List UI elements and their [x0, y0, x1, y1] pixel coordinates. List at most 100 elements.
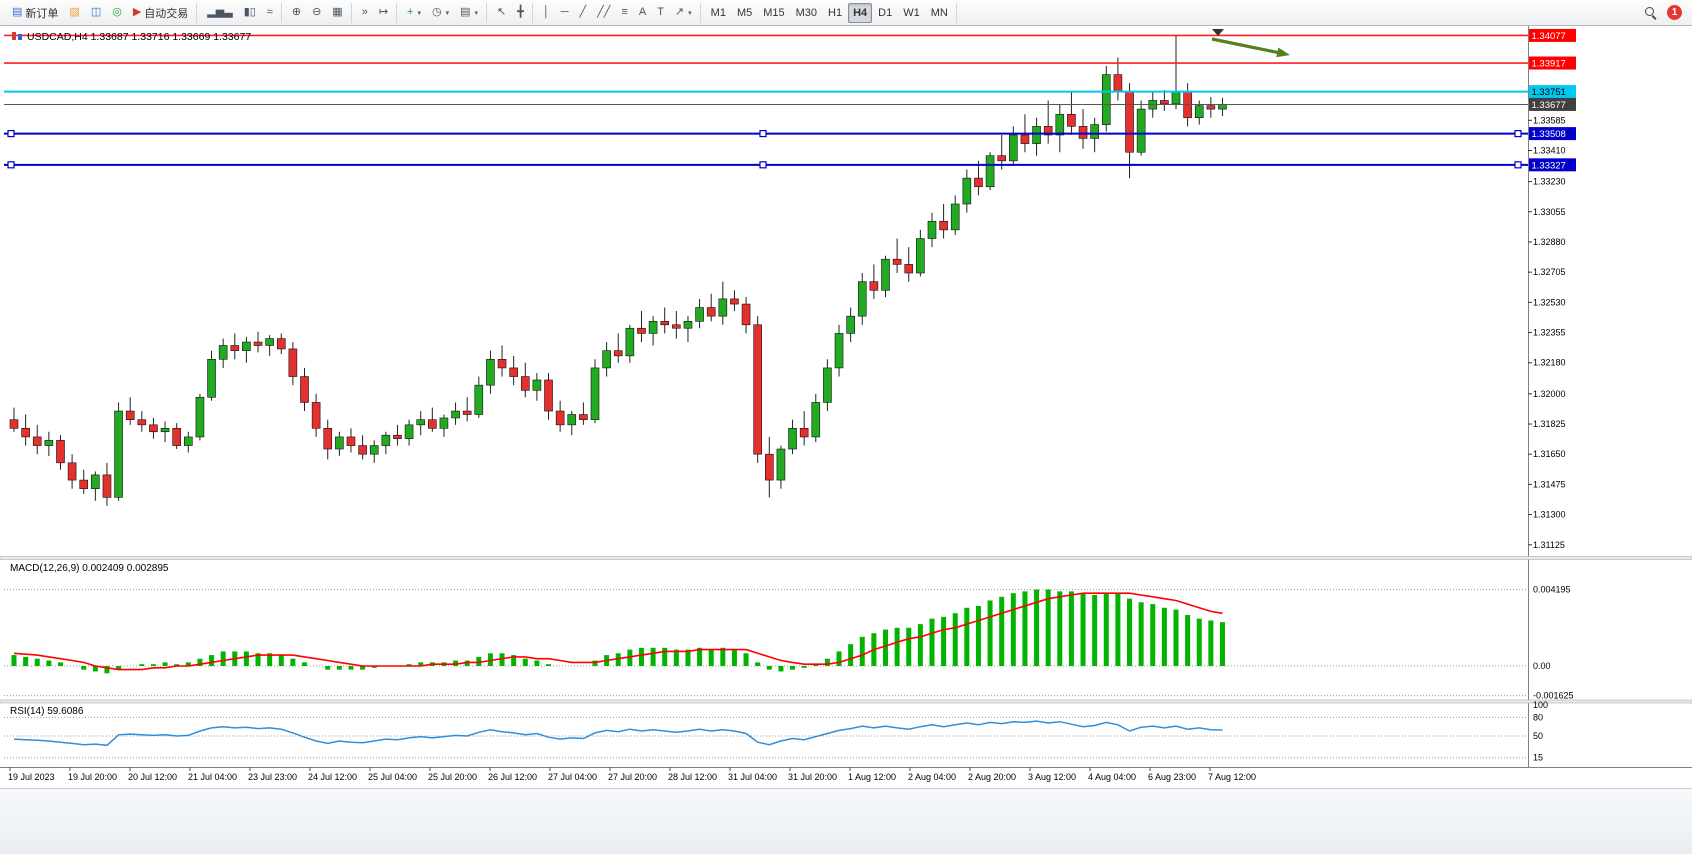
toolbar-metaeditor-button[interactable]: ▨ [64, 3, 84, 23]
time-axis-label: 31 Jul 20:00 [788, 772, 837, 782]
candle-down [393, 434, 402, 439]
macd-axis-label: 0.00 [1533, 661, 1551, 671]
hline-handle[interactable] [1514, 161, 1522, 169]
toolbar-arrows-button[interactable]: ↗ ▾ [670, 3, 697, 23]
candlestick-chart-icon: ▮▯ [243, 6, 256, 18]
toolbar-bar-chart-button[interactable]: ▂▅▃ [202, 3, 237, 23]
toolbar-auto-trading-button[interactable]: ▶ 自动交易 [128, 3, 193, 23]
toolbar-chart-shift-button[interactable]: ↦ [374, 3, 393, 23]
toolbar-add-indicator-button[interactable]: + ▾ [402, 3, 426, 23]
timeframe-h4-button[interactable]: H4 [848, 2, 873, 23]
candle-up [335, 436, 344, 450]
hline-handle[interactable] [7, 130, 15, 138]
text-icon: A [638, 6, 647, 18]
timeframe-m1-button[interactable]: M1 [706, 3, 731, 23]
macd-histogram-bar [917, 624, 923, 666]
trend-arrow-head[interactable] [1276, 47, 1290, 58]
toolbar-tile-windows-button[interactable]: ▦ [327, 3, 347, 23]
toolbar-zoom-in-button[interactable]: ⊕ [287, 3, 306, 23]
candle-up [184, 436, 193, 446]
macd-histogram-bar [720, 647, 726, 666]
candle-down [1078, 126, 1088, 139]
candle-down [672, 324, 681, 329]
chevron-down-icon: ▾ [445, 9, 450, 17]
timeframe-h1-button[interactable]: H1 [823, 3, 847, 23]
candle-down [276, 338, 286, 350]
notification-badge[interactable]: 1 [1667, 5, 1682, 20]
price-axis-label: 1.32000 [1533, 389, 1566, 399]
macd-histogram-bar [406, 664, 412, 666]
toolbar-line-chart-button[interactable]: ≈ [262, 3, 278, 23]
search-icon[interactable] [1645, 6, 1657, 19]
toolbar-fibonacci-button[interactable]: ≡ [616, 3, 632, 23]
timeframe-d1-button[interactable]: D1 [873, 3, 897, 23]
candle-up [834, 333, 844, 369]
toolbar-new-order-button[interactable]: ▤ 新订单 [7, 3, 63, 23]
hline-handle[interactable] [759, 161, 767, 169]
macd-histogram-bar [790, 666, 796, 670]
macd-histogram-bar [1034, 589, 1040, 666]
hline-handle[interactable] [7, 161, 15, 169]
price-axis-label: 1.33230 [1533, 177, 1566, 187]
macd-histogram-bar [615, 653, 621, 666]
toolbar-trendline-button[interactable]: ╱ [575, 3, 592, 23]
hline-handle[interactable] [759, 130, 767, 138]
candle-up [1194, 105, 1204, 119]
time-axis-label: 19 Jul 20:00 [68, 772, 117, 782]
candle-up [823, 367, 832, 403]
chevron-down-icon: ▾ [474, 9, 479, 17]
candle-up [1101, 74, 1111, 125]
macd-histogram-bar [1185, 615, 1191, 666]
toolbar-text-label-button[interactable]: T [652, 3, 669, 23]
toolbar-vertical-line-button[interactable]: │ [538, 3, 555, 23]
toolbar-candlestick-chart-button[interactable]: ▮▯ [239, 3, 261, 23]
macd-histogram-bar [883, 629, 888, 666]
toolbar-horizontal-line-button[interactable]: ─ [556, 3, 574, 23]
macd-histogram-bar [197, 658, 203, 666]
macd-histogram-bar [139, 664, 145, 666]
timeframe-m15-button[interactable]: M15 [758, 3, 789, 23]
candle-up [683, 321, 693, 329]
toolbar-zoom-out-button[interactable]: ⊖ [307, 3, 326, 23]
toolbar-cursor-button[interactable]: ↖ [492, 3, 511, 23]
candle-up [788, 428, 797, 450]
candle-up [404, 424, 414, 439]
macd-histogram-bar [209, 655, 215, 666]
candle-up [590, 367, 600, 420]
macd-histogram-bar [1138, 602, 1144, 666]
timeframe-m30-button[interactable]: M30 [791, 3, 822, 23]
toolbar-text-button[interactable]: A [634, 3, 651, 23]
price-axis-label: 1.33055 [1533, 207, 1566, 217]
panel-splitter-rsi[interactable] [0, 699, 1692, 704]
chart-shift-marker[interactable] [1212, 29, 1224, 36]
macd-histogram-bar [859, 636, 865, 666]
macd-histogram-bar [1219, 622, 1225, 666]
macd-histogram-bar [522, 658, 528, 666]
toolbar-equidistant-channel-button[interactable]: ╱╱ [592, 3, 615, 23]
macd-histogram-bar [255, 653, 261, 666]
time-axis-label: 21 Jul 04:00 [188, 772, 237, 782]
price-axis-label: 1.33410 [1533, 146, 1566, 156]
toolbar-new-order-label: 新订单 [25, 7, 59, 20]
toolbar-profiles-button[interactable]: ◫ [86, 3, 106, 23]
candle-up [811, 402, 821, 438]
price-axis-label: 1.31825 [1533, 419, 1566, 429]
macd-histogram-bar [243, 651, 249, 666]
macd-signal-line [13, 592, 1223, 671]
timeframe-w1-button[interactable]: W1 [898, 3, 925, 23]
auto-scroll-icon: » [361, 6, 368, 18]
trend-arrow-annotation[interactable] [1211, 37, 1285, 56]
candle-down [253, 341, 263, 346]
panel-splitter-macd[interactable] [0, 556, 1692, 560]
hline-handle[interactable] [1514, 130, 1522, 138]
price-tag-label: 1.33677 [1532, 100, 1566, 111]
horizontal-line-icon: ─ [560, 6, 569, 18]
toolbar-period-clock-button[interactable]: ◷ ▾ [427, 3, 454, 23]
toolbar-auto-scroll-button[interactable]: » [357, 3, 373, 23]
chart-canvas[interactable]: 1.33585 1.33410 1.33230 1.33055 1.32880 1.327… [0, 26, 1692, 788]
timeframe-m5-button[interactable]: M5 [732, 3, 757, 23]
toolbar-market-watch-button[interactable]: ◎ [107, 3, 127, 23]
timeframe-mn-button[interactable]: MN [926, 3, 953, 23]
toolbar-crosshair-button[interactable]: ╋ [512, 3, 529, 23]
toolbar-templates-button[interactable]: ▤ ▾ [455, 3, 483, 23]
